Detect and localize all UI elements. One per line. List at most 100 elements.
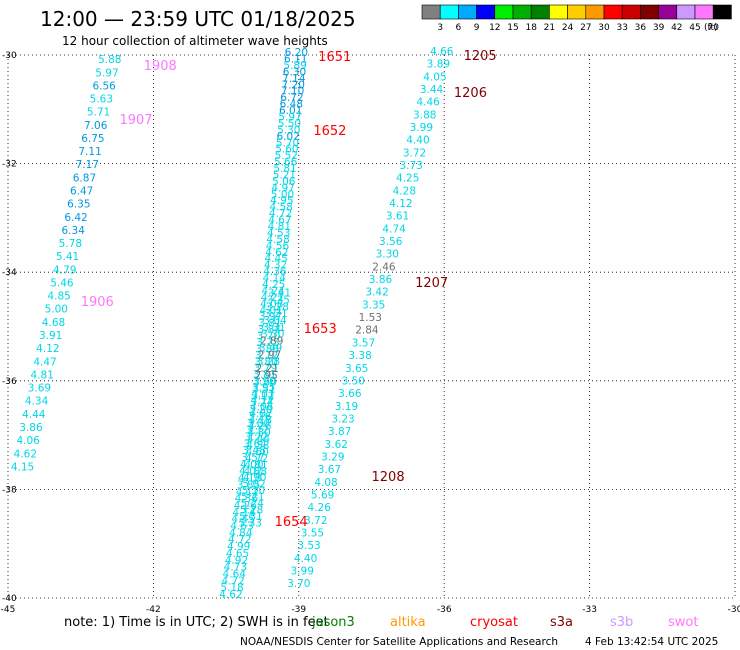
data-point-label: 2.46 <box>372 261 396 273</box>
data-point-label: 7.11 <box>78 146 101 158</box>
data-point-label: 2.95 <box>254 370 277 382</box>
data-point-label: 6.48 <box>280 99 303 111</box>
y-tick-label: -34 <box>2 268 17 278</box>
data-point-label: 3.21 <box>264 308 287 320</box>
data-point-label: 4.14 <box>263 273 287 285</box>
data-point-label: 3.88 <box>413 109 436 121</box>
data-point-label: 3.12 <box>251 390 274 402</box>
data-point-label: 5.88 <box>98 54 121 66</box>
series-track: 4.663.894.053.444.463.883.994.403.723.73… <box>287 46 454 590</box>
x-tick-label: -33 <box>582 605 597 615</box>
data-point-label: 3.74 <box>250 397 274 409</box>
data-point-label: 3.56 <box>379 236 403 248</box>
x-tick-label: -45 <box>1 605 16 615</box>
data-point-label: 2.84 <box>355 325 379 337</box>
data-point-label: 4.62 <box>219 589 242 601</box>
data-point-label: 4.90 <box>243 472 266 484</box>
data-point-label: 4.08 <box>314 477 337 489</box>
data-point-label: 4.56 <box>266 240 290 252</box>
data-point-label: 3.97 <box>259 311 282 323</box>
data-point-label: 4.36 <box>263 266 287 278</box>
data-point-label: 1.53 <box>359 312 382 324</box>
data-point-label: 3.99 <box>410 122 433 134</box>
data-point-label: 4.08 <box>260 298 283 310</box>
legend-bin-label: 45 <box>689 23 700 33</box>
time-labels: 1908 1907 1906 1651 1652 1653 1654 1205 1206 1207… <box>81 49 497 530</box>
data-point-label: 2.21 <box>256 363 279 375</box>
legend-swatch <box>567 4 587 20</box>
data-point-label: 4.81 <box>31 369 54 381</box>
gridlines <box>7 54 736 599</box>
data-point-label: 4.21 <box>261 292 284 304</box>
data-point-label: 5.81 <box>273 163 296 175</box>
data-point-label: 4.85 <box>47 291 70 303</box>
data-point-label: 3.65 <box>345 363 368 375</box>
data-point-label: 4.65 <box>226 548 249 560</box>
data-point-label: 4.25 <box>262 279 285 291</box>
data-point-label: 3.31 <box>262 322 285 334</box>
data-point-label: 4.00 <box>240 459 263 471</box>
data-point-label: 3.12 <box>246 425 269 437</box>
satellite-legend-item: swot <box>668 615 698 630</box>
data-point-label: 4.66 <box>430 46 454 58</box>
pass-time-label: 1207 <box>415 276 448 291</box>
data-point-label: 7.06 <box>84 120 108 132</box>
data-point-label: 4.06 <box>250 401 274 413</box>
legend-swatch <box>512 4 532 20</box>
series-track: 3.413.353.283.213.043.313.302.893.492.97… <box>219 288 291 601</box>
data-point-label: 5.00 <box>45 304 68 316</box>
y-tick-label: -36 <box>2 377 17 387</box>
legend-swatch <box>658 4 678 20</box>
data-point-label: 3.19 <box>335 401 358 413</box>
data-point-label: 5.70 <box>276 137 299 149</box>
pass-time-label: 1654 <box>275 515 308 530</box>
data-point-label: 4.26 <box>234 500 258 512</box>
legend-bin-label: 15 <box>507 23 518 33</box>
data-point-label: 3.30 <box>376 249 399 261</box>
data-point-label: 3.86 <box>369 274 393 286</box>
series-track: 5.885.976.56 5.635.717.066.757.117.176.87… <box>11 54 122 473</box>
data-point-label: 3.91 <box>39 330 62 342</box>
x-tick-label: -39 <box>291 605 306 615</box>
data-point-label: 4.95 <box>270 195 293 207</box>
data-point-label: 5.18 <box>220 582 243 594</box>
data-point-label: 3.60 <box>253 377 276 389</box>
data-point-label: 5.97 <box>278 112 301 124</box>
axes: -45 -42 -39 -36 -33 -30 -30 -32 -34 -36 -38 -40 <box>1 51 740 615</box>
data-point-label: 6.30 <box>283 66 306 78</box>
data-point-label: 5.30 <box>277 124 300 136</box>
y-tick-label: -30 <box>2 51 17 61</box>
data-point-label: 3.70 <box>287 578 310 590</box>
data-point-label: 7.10 <box>281 86 304 98</box>
data-point-label: 3.53 <box>297 540 320 552</box>
data-point-label: 3.38 <box>348 350 371 362</box>
data-point-label: 4.99 <box>227 541 250 553</box>
pass-time-label: 1651 <box>318 50 351 65</box>
data-point-label: 4.12 <box>251 395 274 407</box>
data-point-label: 7.20 <box>282 79 305 91</box>
data-point-label: 5.78 <box>59 238 82 250</box>
data-point-label: 3.50 <box>342 375 365 387</box>
data-point-label: 3.87 <box>328 426 351 438</box>
data-point-label: 3.73 <box>399 160 422 172</box>
data-point-label: 4.01 <box>251 388 274 400</box>
data-point-label: 3.72 <box>304 515 327 527</box>
data-point-label: 4.46 <box>416 97 440 109</box>
pass-time-label: 1208 <box>372 470 405 485</box>
data-point-label: 4.73 <box>224 562 247 574</box>
data-point-label: 3.86 <box>19 422 43 434</box>
data-point-label: 4.26 <box>308 502 332 514</box>
pass-time-label: 1906 <box>81 295 114 310</box>
legend-swatch <box>621 4 641 20</box>
data-point-label: 3.35 <box>362 299 385 311</box>
legend-bin-label: 9 <box>474 23 480 33</box>
data-point-label: 5.71 <box>87 107 110 119</box>
data-point-label: 4.97 <box>271 182 294 194</box>
data-point-label: 3.55 <box>301 527 324 539</box>
y-tick-label: -32 <box>2 160 17 170</box>
data-point-label: 4.12 <box>389 198 412 210</box>
legend-swatch <box>530 4 550 20</box>
satellite-legend: jason3 altika cryosat s3a s3b swot <box>311 615 698 630</box>
data-point-label: 3.44 <box>420 84 444 96</box>
data-point-label: 3.84 <box>258 324 282 336</box>
